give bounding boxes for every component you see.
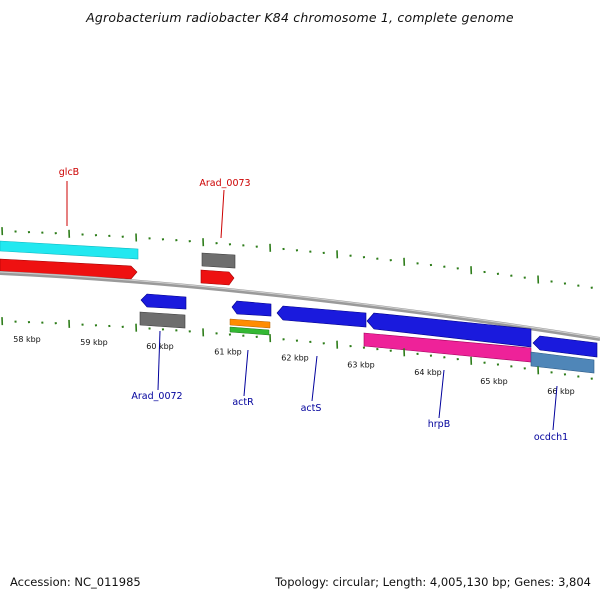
accession-text: Accession: NC_011985 <box>10 575 141 589</box>
gene-label-Arad_0073[interactable]: Arad_0073 <box>199 178 250 189</box>
gene-label-glcB[interactable]: glcB <box>59 167 79 178</box>
gene-actR-green-feature[interactable] <box>229 326 270 336</box>
kbp-tick-label: 64 kbp <box>414 368 442 377</box>
gene-Arad_0072-feature[interactable] <box>140 293 187 310</box>
gene-Arad_0073-feature[interactable] <box>200 269 235 286</box>
genome-summary-text: Topology: circular; Length: 4,005,130 bp… <box>275 575 591 589</box>
outer-tick-ring <box>1 227 593 289</box>
kbp-tick-label: 66 kbp <box>547 387 575 396</box>
gene-hrpB-feature[interactable] <box>366 312 532 348</box>
gene-label-hrpB[interactable]: hrpB <box>428 419 450 430</box>
gene-Arad_0073-gray-feature[interactable] <box>201 252 236 269</box>
map-title: Agrobacterium radiobacter K84 chromosome… <box>86 10 514 25</box>
gene-actS-feature[interactable] <box>276 305 367 328</box>
reverse-strand <box>139 293 598 374</box>
kbp-tick-label: 58 kbp <box>13 335 41 344</box>
kbp-scale-labels: 58 kbp 59 kbp 60 kbp 61 kbp 62 kbp 63 kbp 64 k… <box>13 335 575 396</box>
gene-label-Arad_0072[interactable]: Arad_0072 <box>131 391 182 402</box>
genome-backbone <box>0 271 600 341</box>
kbp-tick-label: 62 kbp <box>281 353 309 362</box>
kbp-tick-label: 63 kbp <box>347 360 375 369</box>
kbp-tick-label: 59 kbp <box>80 338 108 347</box>
gene-ocdch1-feature[interactable] <box>532 335 598 358</box>
gene-label-actR[interactable]: actR <box>232 397 254 408</box>
gene-label-ocdch1[interactable]: ocdch1 <box>534 432 568 443</box>
gene-glcB-feature[interactable] <box>0 258 138 280</box>
gene-glcB-cyan-feature[interactable] <box>0 240 139 260</box>
gene-actR-feature[interactable] <box>231 300 272 317</box>
gene-callouts: glcB Arad_0073 Arad_0072 actR actS hrpB … <box>59 167 568 443</box>
gene-label-actS[interactable]: actS <box>301 403 322 414</box>
forward-strand <box>0 240 236 286</box>
gene-Arad_0072-gray-feature[interactable] <box>139 311 186 329</box>
inner-tick-ring <box>1 317 593 380</box>
kbp-tick-label: 61 kbp <box>214 347 242 356</box>
kbp-tick-label: 60 kbp <box>146 342 174 351</box>
gene-actR-orange-feature[interactable] <box>229 318 271 329</box>
gene-ocdch1-steel-feature[interactable] <box>530 351 595 374</box>
kbp-tick-label: 65 kbp <box>480 377 508 386</box>
